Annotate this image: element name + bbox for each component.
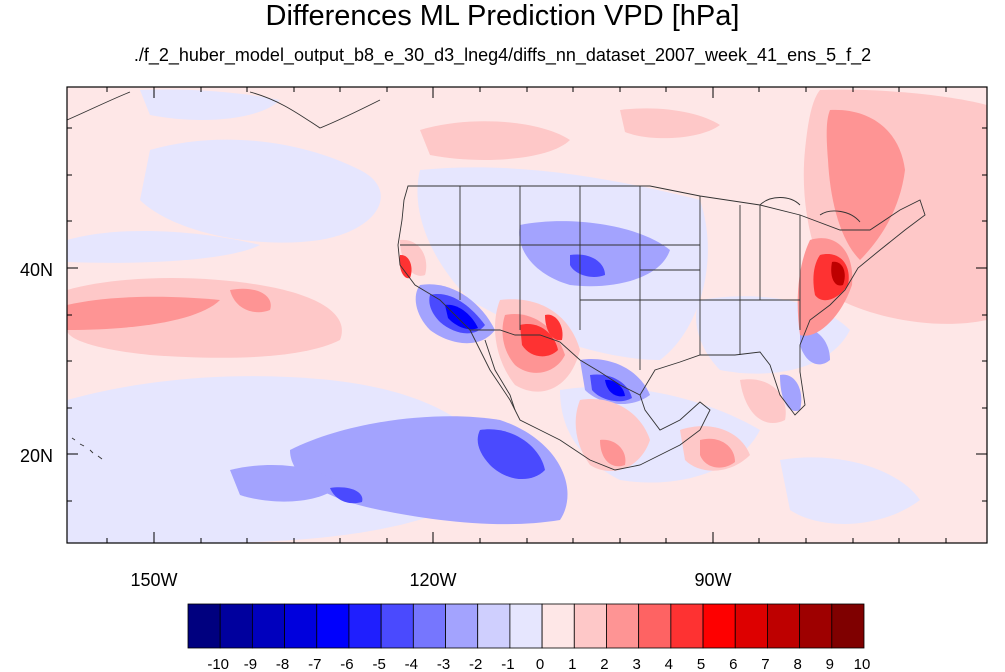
colorbar-label: 0 xyxy=(536,656,544,672)
colorbar-swatch xyxy=(799,603,833,649)
colorbar-swatch xyxy=(445,603,479,649)
colorbar-swatch xyxy=(219,603,253,649)
colorbar-label: -9 xyxy=(244,656,257,672)
colorbar-label: -10 xyxy=(207,656,229,672)
colorbar-swatch xyxy=(734,603,768,649)
lon-label-150w: 150W xyxy=(130,570,177,590)
colorbar-label: 4 xyxy=(665,656,673,672)
colorbar-label: 5 xyxy=(697,656,705,672)
colorbar-swatch xyxy=(187,603,221,649)
lat-label-40n: 40N xyxy=(20,260,53,280)
map-title: Differences ML Prediction VPD [hPa] xyxy=(265,0,740,32)
colorbar-swatch xyxy=(251,603,285,649)
lon-label-90w: 90W xyxy=(694,570,731,590)
field-deep-red-areas xyxy=(831,261,845,286)
colorbar-swatch xyxy=(573,603,607,649)
colorbar-swatch xyxy=(767,603,801,649)
colorbar xyxy=(187,603,865,649)
colorbar-label: 10 xyxy=(854,656,871,672)
state-borders xyxy=(67,91,926,471)
colorbar-label: 3 xyxy=(632,656,640,672)
colorbar-swatch xyxy=(702,603,736,649)
colorbar-label: 6 xyxy=(729,656,737,672)
colorbar-label: -8 xyxy=(276,656,289,672)
colorbar-label: -2 xyxy=(469,656,482,672)
colorbar-swatch xyxy=(348,603,382,649)
colorbar-swatch xyxy=(477,603,511,649)
colorbar-swatch xyxy=(831,603,865,649)
field-deep-blue-areas xyxy=(445,304,625,397)
colorbar-label: 2 xyxy=(600,656,608,672)
colorbar-swatch xyxy=(316,603,350,649)
colorbar-label: -4 xyxy=(405,656,418,672)
lat-label-20n: 20N xyxy=(20,446,53,466)
colorbar-label: 1 xyxy=(568,656,576,672)
map-subtitle: ./f_2_huber_model_output_b8_e_30_d3_lneg… xyxy=(133,45,872,65)
colorbar-swatch xyxy=(541,603,575,649)
colorbar-swatch xyxy=(606,603,640,649)
colorbar-swatch xyxy=(380,603,414,649)
colorbar-swatch xyxy=(284,603,318,649)
colorbar-swatch xyxy=(670,603,704,649)
colorbar-swatch xyxy=(638,603,672,649)
colorbar-label: -7 xyxy=(308,656,321,672)
colorbar-labels: -10 -9 -8 -7 -6 -5 -4 -3 -2 -1 0 1 2 3 4 5 6 7 8 9 10 xyxy=(207,656,870,672)
colorbar-label: -6 xyxy=(340,656,353,672)
colorbar-label: -3 xyxy=(437,656,450,672)
lon-label-120w: 120W xyxy=(409,570,456,590)
colorbar-label: 7 xyxy=(761,656,769,672)
colorbar-label: -5 xyxy=(372,656,385,672)
colorbar-label: 9 xyxy=(826,656,834,672)
lon-ticks xyxy=(106,87,947,543)
colorbar-swatch xyxy=(509,603,543,649)
colorbar-swatch xyxy=(412,603,446,649)
colorbar-label: -1 xyxy=(501,656,514,672)
anomaly-field xyxy=(67,87,987,543)
lat-ticks xyxy=(67,127,987,502)
colorbar-label: 8 xyxy=(793,656,801,672)
